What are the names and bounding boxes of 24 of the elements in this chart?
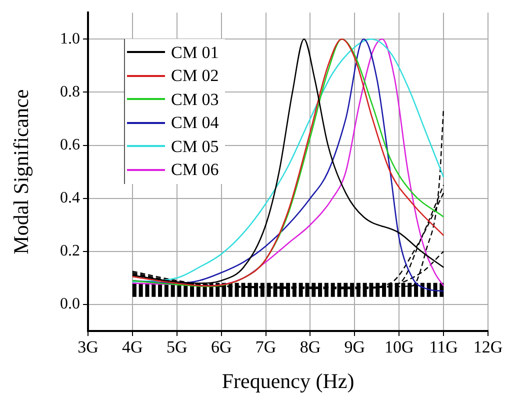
y-tick-label: 0.2 — [60, 242, 80, 260]
y-tick-label: 1.0 — [60, 30, 80, 48]
y-tick-label: 0.0 — [60, 296, 80, 313]
x-tick-label: 11G — [429, 338, 458, 357]
legend-label: CM 05 — [171, 136, 219, 158]
x-tick-label: 6G — [210, 338, 232, 357]
y-tick-label: 0.4 — [60, 190, 80, 207]
x-axis-title: Frequency (Hz) — [222, 368, 354, 393]
x-tick-label: 7G — [255, 338, 276, 357]
x-tick-label: 12G — [473, 338, 503, 357]
x-tick-label: 8G — [300, 338, 321, 357]
y-tick-label: 0.8 — [60, 83, 80, 100]
x-tick-label: 5G — [166, 338, 188, 357]
y-axis-title: Modal Significance — [9, 89, 34, 254]
legend-label: CM 02 — [171, 65, 219, 88]
legend-label: CM 01 — [171, 42, 219, 64]
y-tick-label: 0.6 — [60, 136, 80, 154]
x-tick-label: 4G — [122, 338, 143, 357]
legend-label: CM 03 — [171, 88, 219, 111]
legend-label: CM 04 — [171, 112, 219, 134]
legend-label: CM 06 — [171, 159, 219, 182]
x-tick-label: 9G — [344, 338, 366, 357]
x-tick-label: 3G — [78, 338, 98, 357]
x-tick-label: 10G — [384, 338, 414, 357]
